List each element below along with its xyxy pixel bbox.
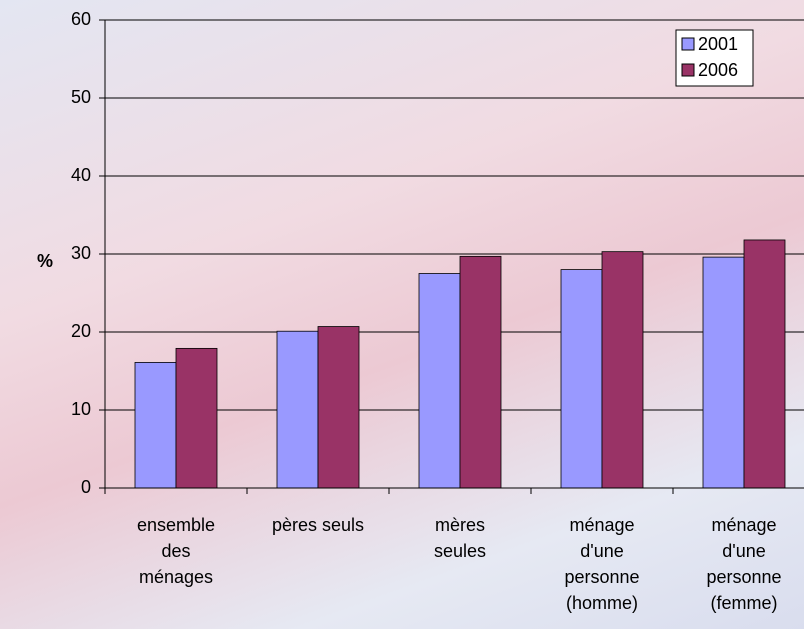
legend-label: 2001 [698,34,738,54]
y-tick-label: 40 [71,165,91,185]
bar [459,255,502,489]
y-axis-label: % [37,251,53,271]
bar [317,326,360,489]
y-tick-label: 0 [81,477,91,497]
y-tick-label: 30 [71,243,91,263]
bar [702,256,745,489]
legend-swatch [681,37,695,51]
bar [601,251,644,489]
bar [418,273,461,489]
y-tick-label: 10 [71,399,91,419]
x-tick-label: pères seuls [271,515,365,535]
legend-label: 2006 [698,60,738,80]
y-tick-label: 20 [71,321,91,341]
x-tick-label: ménage d'une personne (femme) [706,515,782,613]
x-tick-label: ensemble des ménages [136,515,216,587]
bar [134,362,177,489]
bar [560,269,603,489]
x-tick-label: mères seules [433,515,487,561]
legend-swatch [681,63,695,77]
x-tick-label: ménage d'une personne (homme) [564,515,640,613]
y-tick-label: 60 [71,9,91,29]
bar [276,330,319,489]
y-tick-label: 50 [71,87,91,107]
bar [175,347,218,489]
bar [743,239,786,489]
